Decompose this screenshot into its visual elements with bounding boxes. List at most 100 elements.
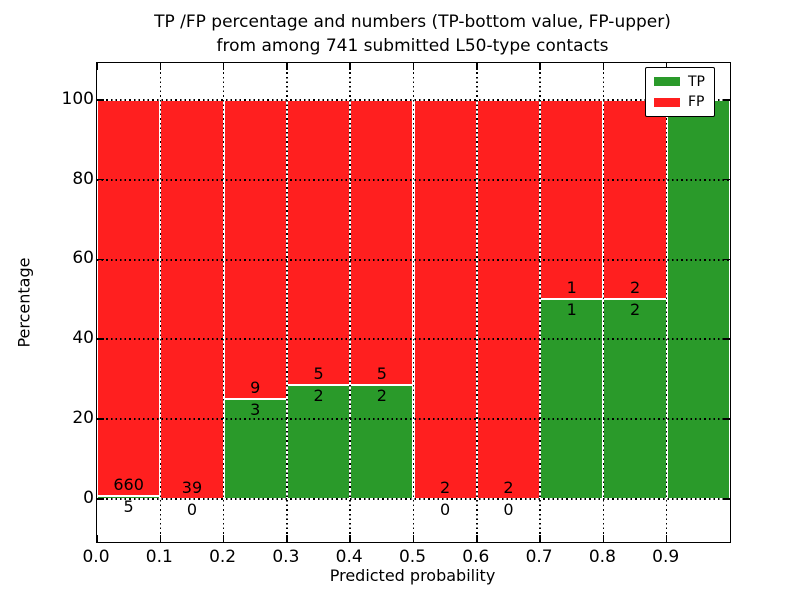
x-tick-label: 0.7 bbox=[525, 547, 553, 567]
x-tick-mark bbox=[286, 63, 288, 70]
x-tick-mark bbox=[222, 535, 225, 542]
h-gridline bbox=[97, 418, 730, 421]
x-tick-mark bbox=[602, 535, 605, 542]
fp-count-label: 9 bbox=[250, 378, 261, 398]
x-tick-mark bbox=[476, 63, 478, 70]
fp-count-label: 39 bbox=[181, 477, 203, 497]
legend-entry-tp: TP bbox=[646, 74, 714, 90]
x-tick-label: 0.8 bbox=[588, 547, 616, 567]
y-tick-mark bbox=[723, 418, 730, 420]
fp-count-label: 2 bbox=[440, 477, 451, 497]
x-tick-mark bbox=[665, 63, 668, 70]
v-gridline bbox=[665, 63, 668, 542]
y-tick-label: 20 bbox=[72, 408, 94, 429]
bar-segment-fp bbox=[540, 99, 604, 300]
bar-segment-fp bbox=[413, 99, 477, 499]
x-tick-mark bbox=[159, 535, 162, 542]
fp-count-label: 2 bbox=[629, 278, 641, 298]
x-tick-label: 0.4 bbox=[335, 547, 363, 567]
tp-count-label: 1 bbox=[566, 300, 577, 320]
legend-label-fp: FP bbox=[688, 94, 705, 111]
y-tick-mark bbox=[97, 178, 104, 181]
y-tick-label: 100 bbox=[61, 88, 94, 109]
x-tick-mark bbox=[286, 535, 288, 542]
tp-count-label: 3 bbox=[250, 400, 261, 420]
tp-count-label: 2 bbox=[376, 385, 387, 405]
y-tick-mark bbox=[723, 498, 730, 500]
x-tick-mark bbox=[476, 535, 478, 542]
v-gridline bbox=[222, 63, 225, 542]
x-tick-mark bbox=[96, 63, 98, 70]
y-tick-mark bbox=[97, 338, 104, 341]
y-tick-mark bbox=[723, 258, 730, 261]
x-tick-label: 0.0 bbox=[82, 547, 110, 567]
bar-segment-fp bbox=[160, 99, 224, 499]
bar-segment-tp bbox=[540, 299, 604, 499]
x-tick-mark bbox=[412, 535, 415, 542]
x-tick-mark bbox=[412, 63, 415, 70]
tp-count-label: 2 bbox=[313, 385, 324, 405]
fp-count-label: 1 bbox=[566, 278, 577, 298]
fp-count-label: 660 bbox=[113, 474, 144, 494]
y-tick-mark bbox=[723, 338, 730, 341]
h-gridline bbox=[97, 98, 730, 101]
bar-segment-fp bbox=[97, 99, 161, 496]
x-tick-mark bbox=[602, 63, 605, 70]
legend-label-tp: TP bbox=[688, 73, 705, 90]
x-tick-mark bbox=[349, 535, 351, 542]
x-tick-label: 0.3 bbox=[272, 547, 300, 567]
bar-segment-tp bbox=[603, 299, 667, 499]
tp-swatch-icon bbox=[654, 77, 680, 87]
legend: TP FP bbox=[645, 67, 715, 117]
chart-title-line2: from among 741 submitted L50-type contac… bbox=[216, 36, 609, 56]
x-tick-mark bbox=[539, 535, 541, 542]
bar-segment-fp bbox=[350, 99, 414, 385]
y-tick-mark bbox=[97, 498, 104, 500]
tp-count-label: 2 bbox=[629, 300, 641, 320]
h-gridline bbox=[97, 258, 730, 261]
y-tick-mark bbox=[97, 418, 104, 420]
x-tick-mark bbox=[349, 63, 351, 70]
y-tick-label: 0 bbox=[83, 487, 94, 508]
x-tick-label: 0.5 bbox=[398, 547, 427, 567]
y-tick-mark bbox=[723, 98, 730, 101]
y-tick-label: 80 bbox=[72, 168, 94, 189]
x-tick-label: 0.2 bbox=[209, 547, 237, 567]
legend-entry-fp: FP bbox=[646, 94, 714, 110]
bar-segment-fp bbox=[286, 99, 351, 385]
fp-count-label: 5 bbox=[313, 363, 324, 383]
x-tick-label: 0.1 bbox=[145, 547, 173, 567]
tp-count-label: 0 bbox=[503, 499, 514, 519]
fp-swatch-icon bbox=[654, 97, 680, 107]
v-gridline bbox=[602, 63, 605, 542]
chart-title: TP /FP percentage and numbers (TP-bottom… bbox=[96, 10, 729, 58]
y-tick-mark bbox=[97, 258, 104, 261]
v-gridline bbox=[412, 63, 415, 542]
y-tick-label: 40 bbox=[72, 328, 94, 349]
y-tick-label: 60 bbox=[72, 248, 94, 269]
tp-count-label: 0 bbox=[440, 499, 451, 519]
x-tick-mark bbox=[159, 63, 162, 70]
x-tick-label: 0.6 bbox=[462, 547, 490, 567]
bar-segment-fp bbox=[223, 99, 287, 400]
bar-segment-fp bbox=[603, 99, 667, 300]
h-gridline bbox=[97, 498, 730, 501]
plot-area: 5660039392525020211221 bbox=[96, 62, 731, 543]
h-gridline bbox=[97, 338, 730, 341]
y-tick-mark bbox=[723, 178, 730, 181]
bar-segment-tp bbox=[666, 99, 730, 499]
x-tick-mark bbox=[665, 535, 668, 542]
x-tick-mark bbox=[222, 63, 225, 70]
x-tick-mark bbox=[539, 63, 541, 70]
fp-count-label: 2 bbox=[503, 477, 514, 497]
x-tick-mark bbox=[96, 535, 98, 542]
v-gridline bbox=[539, 63, 541, 542]
x-axis-label: Predicted probability bbox=[329, 566, 496, 585]
tp-count-label: 5 bbox=[123, 496, 134, 516]
h-gridline bbox=[97, 178, 730, 181]
v-gridline bbox=[286, 63, 288, 542]
chart-title-line1: TP /FP percentage and numbers (TP-bottom… bbox=[154, 12, 671, 32]
fp-count-label: 5 bbox=[376, 363, 387, 383]
v-gridline bbox=[476, 63, 478, 542]
